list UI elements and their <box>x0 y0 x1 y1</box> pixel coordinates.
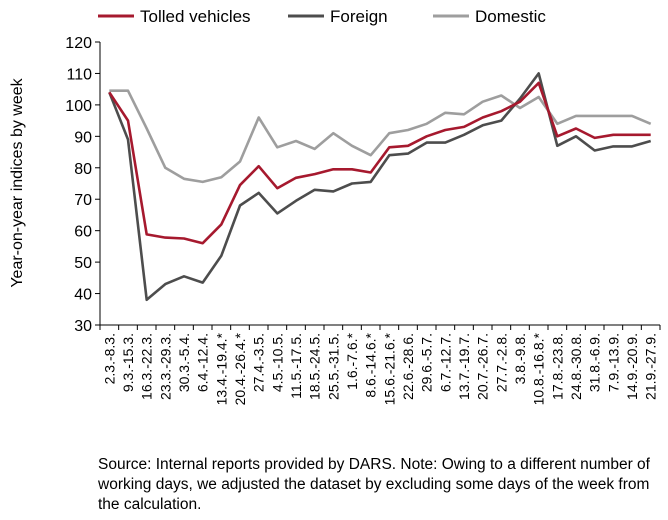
x-tick-label: 2.3.-8.3. <box>101 333 117 384</box>
series-lines <box>108 72 652 302</box>
y-tick-label: 110 <box>66 66 92 83</box>
y-tick-label: 50 <box>74 255 92 272</box>
x-tick-label: 4.5.-10.5. <box>269 333 285 392</box>
y-tick-label: 120 <box>65 35 92 52</box>
x-tick-label: 25.5.-31.5. <box>325 333 341 400</box>
x-tick-label: 29.6.-5.7. <box>419 333 435 392</box>
x-tick-label: 9.3.-15.3. <box>120 333 136 392</box>
x-tick-label: 20.4.-26.4.* <box>232 332 248 405</box>
y-tick-label: 30 <box>74 318 92 335</box>
x-tick-label: 11.5.-17.5. <box>288 333 304 399</box>
x-tick-label: 18.5.-24.5. <box>307 333 323 400</box>
x-tick-label: 13.4.-19.4.* <box>213 332 229 405</box>
x-tick-label: 14.9.-20.9. <box>624 333 640 400</box>
series-line-domestic <box>109 89 652 184</box>
x-tick-label: 27.7.-2.8. <box>493 333 509 392</box>
series-line-tolled-vehicles <box>108 81 651 245</box>
legend-label-domestic: Domestic <box>475 7 546 26</box>
x-tick-label: 7.9.-13.9. <box>605 333 621 392</box>
y-tick-label: 80 <box>74 161 92 178</box>
x-tick-label: 21.9.-27.9. <box>643 333 659 400</box>
x-tick-label: 17.8.-23.8. <box>549 333 565 400</box>
y-ticks: 30 40 50 60 70 80 90 100 110 120 <box>65 35 100 335</box>
y-tick-label: 100 <box>65 98 92 115</box>
legend-label-tolled-vehicles: Tolled vehicles <box>140 7 251 26</box>
y-axis-label: Year-on-year indices by week <box>9 77 26 287</box>
x-tick-label: 24.8.-30.8. <box>568 333 584 400</box>
legend-label-foreign: Foreign <box>330 7 388 26</box>
x-tick-label: 8.6.-14.6.* <box>363 332 379 397</box>
x-tick-label: 23.3.-29.3. <box>157 333 173 400</box>
legend: Tolled vehicles Foreign Domestic <box>98 7 546 26</box>
x-tick-label: 15.6.-21.6.* <box>381 332 397 405</box>
x-tick-label: 22.6.-28.6. <box>400 333 416 400</box>
x-tick-label: 20.7.-26.7. <box>475 333 491 400</box>
x-tick-label: 10.8.-16.8.* <box>531 332 547 405</box>
x-tick-label: 16.3.-22.3. <box>139 333 155 400</box>
x-tick-label: 31.8.-6.9. <box>587 333 603 392</box>
y-tick-label: 70 <box>74 192 92 209</box>
x-tick-label: 6.7.-12.7. <box>437 333 453 392</box>
source-note: Source: Internal reports provided by DAR… <box>98 456 650 513</box>
y-tick-label: 90 <box>74 129 92 146</box>
series-line-foreign <box>108 72 652 302</box>
y-tick-label: 60 <box>74 224 92 241</box>
x-tick-label: 27.4.-3.5. <box>251 333 267 392</box>
x-tick-label: 13.7.-19.7. <box>456 333 472 400</box>
x-ticks: 2.3.-8.3. 9.3.-15.3. 16.3.-22.3. 23.3.-29.3… <box>99 325 661 405</box>
line-chart: Tolled vehicles Foreign Domestic 30 40 50 60 7… <box>9 7 661 405</box>
x-tick-label: 1.6.-7.6.* <box>344 332 360 389</box>
x-tick-label: 30.3.-5.4. <box>176 333 192 392</box>
x-tick-label: 3.8.-9.8. <box>512 333 528 384</box>
y-tick-label: 40 <box>74 287 92 304</box>
x-tick-label: 6.4.-12.4. <box>195 333 211 392</box>
